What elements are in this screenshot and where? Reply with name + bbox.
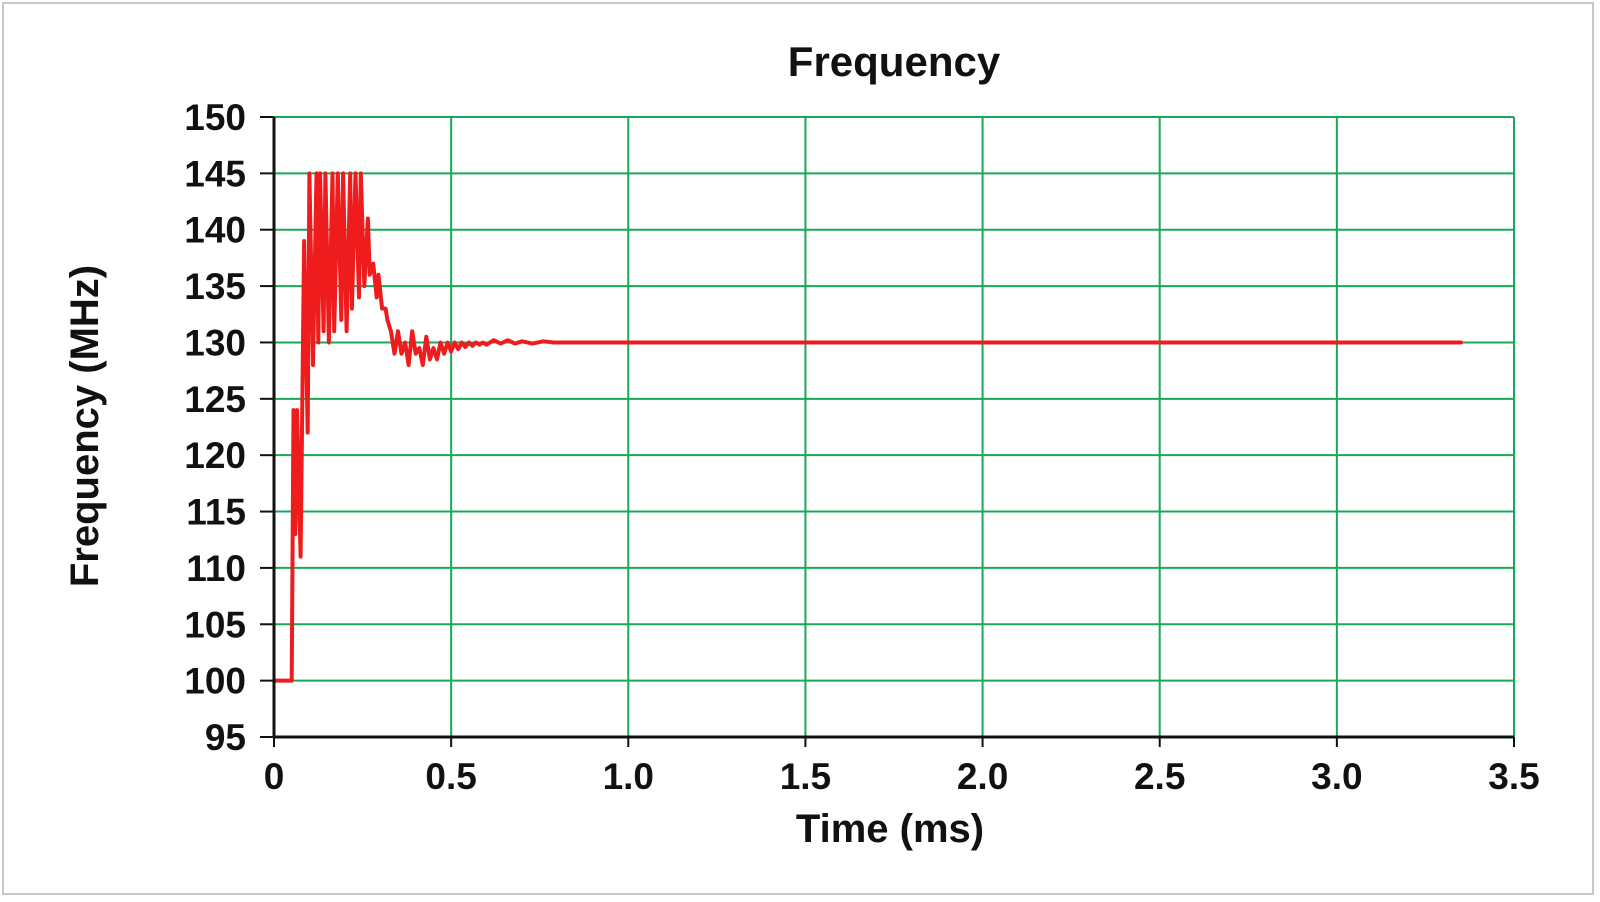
chart-title: Frequency [788, 38, 1001, 85]
y-tick-label: 135 [184, 266, 246, 307]
y-tick-label: 140 [184, 210, 246, 251]
series-line [272, 171, 1463, 683]
x-tick-label: 1.5 [780, 756, 831, 797]
x-tick-label: 0.5 [425, 756, 476, 797]
x-tick-label: 3.5 [1488, 756, 1539, 797]
series-group [272, 171, 1463, 683]
axes [260, 116, 1515, 747]
y-tick-label: 110 [186, 548, 246, 589]
frequency-chart: 150 145 140 135 130 125 120 115 110 105 100 95 0 0.5 1… [63, 38, 1540, 851]
x-tick-label: 3.0 [1311, 756, 1362, 797]
x-tick-label: 2.0 [957, 756, 1008, 797]
x-tick-label: 0 [264, 756, 285, 797]
y-tick-label: 120 [184, 435, 246, 476]
y-tick-label: 105 [184, 604, 246, 645]
y-tick-label: 115 [186, 492, 246, 533]
y-axis-label: Frequency (MHz) [63, 265, 107, 587]
tick-labels: 150 145 140 135 130 125 120 115 110 105 100 95 0 0.5 1… [184, 97, 1539, 797]
y-tick-label: 130 [184, 322, 246, 363]
y-tick-label: 145 [184, 153, 246, 194]
y-tick-label: 150 [184, 97, 246, 138]
y-tick-label: 95 [205, 717, 246, 758]
x-axis-label: Time (ms) [796, 807, 984, 851]
y-tick-label: 100 [184, 661, 246, 702]
x-tick-label: 1.0 [603, 756, 654, 797]
y-tick-label: 125 [184, 379, 246, 420]
x-tick-label: 2.5 [1134, 756, 1185, 797]
grid [274, 116, 1515, 737]
